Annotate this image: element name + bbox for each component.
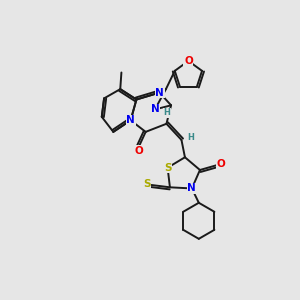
Text: O: O — [184, 56, 193, 66]
Text: N: N — [126, 115, 135, 125]
Text: O: O — [134, 146, 143, 156]
Text: H: H — [187, 133, 194, 142]
Text: N: N — [188, 184, 196, 194]
Text: N: N — [151, 104, 159, 115]
Text: S: S — [143, 179, 151, 189]
Text: H: H — [164, 108, 170, 117]
Text: N: N — [155, 88, 164, 98]
Text: S: S — [164, 163, 171, 173]
Text: O: O — [216, 159, 225, 169]
